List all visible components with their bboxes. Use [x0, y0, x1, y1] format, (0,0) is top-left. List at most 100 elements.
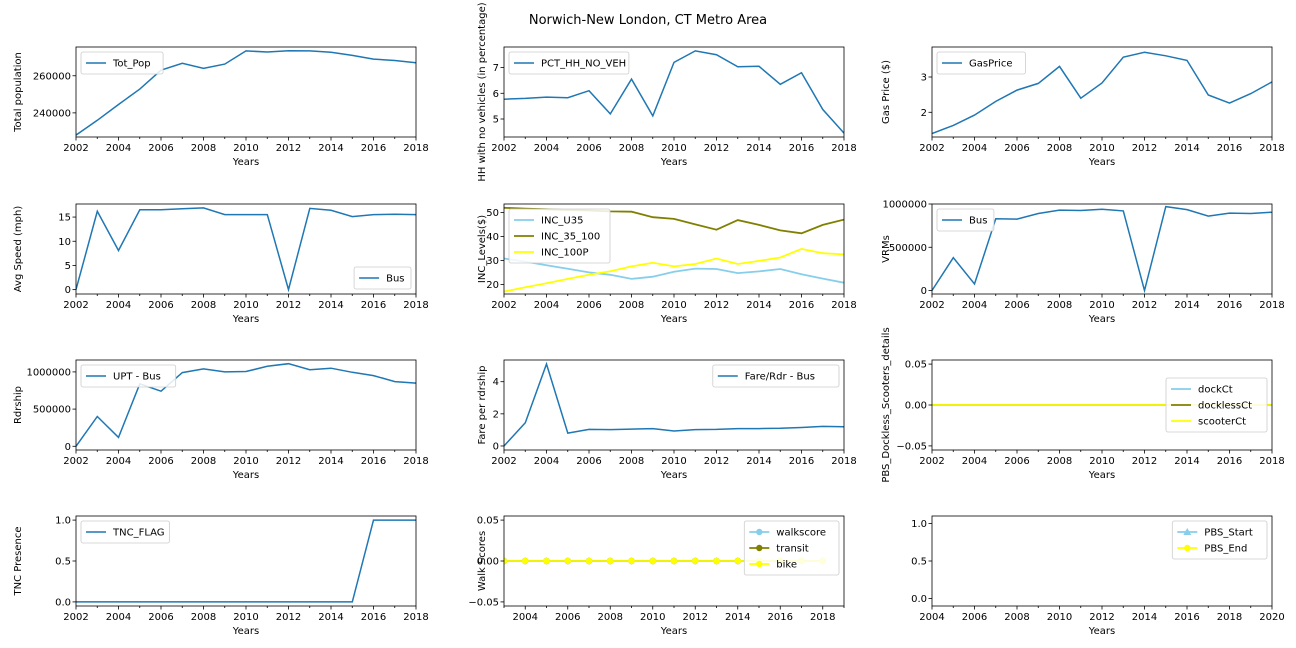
y-axis-label: HH with no vehicles (in percentage) — [477, 2, 488, 181]
axes-frame — [75, 515, 417, 607]
legend-entry: PBS_Start — [1204, 528, 1253, 539]
y-tick-label: 0.05 — [905, 360, 927, 371]
series-line-inc-u35 — [504, 257, 844, 284]
plot-area — [76, 49, 416, 136]
y-tick-label: 3 — [921, 73, 927, 84]
legend-entry: dockCt — [1198, 385, 1233, 396]
x-tick-label: 2004 — [962, 143, 987, 154]
x-tick-label: 2006 — [576, 143, 601, 154]
x-tick-label: 2014 — [318, 143, 343, 154]
x-tick-label: 2012 — [276, 456, 301, 467]
x-tick-label: 2014 — [318, 612, 343, 623]
x-tick-label: 2006 — [962, 612, 987, 623]
y-tick-label: 0.00 — [905, 401, 927, 412]
y-tick-label: 0.5 — [55, 557, 71, 568]
x-tick-label: 2010 — [1089, 143, 1114, 154]
x-tick-label: 2016 — [361, 300, 386, 311]
x-tick-label: 2004 — [106, 456, 131, 467]
x-axis-label: Years — [1088, 626, 1115, 637]
y-axis-label: INC_Levels($) — [477, 215, 488, 283]
legend: Tot_Pop — [80, 51, 164, 75]
x-tick-label: 2008 — [619, 143, 644, 154]
axes-frame — [503, 359, 845, 451]
data-point — [692, 557, 699, 565]
legend: dockCt docklessCt scooterCt — [1165, 377, 1268, 433]
x-tick-label: 2006 — [148, 612, 173, 623]
axes-frame — [931, 203, 1273, 295]
y-tick-label: 0 — [921, 286, 927, 297]
legend-entry: bike — [776, 560, 797, 571]
x-tick-label: 2014 — [725, 612, 750, 623]
subplot-4: 2002 2004 2006 2008 2010 2012 2014 2016 2018 0 5 10… — [13, 203, 429, 325]
data-point — [670, 557, 678, 565]
subplot-8: 2002 2004 2006 2008 2010 2012 2014 2016 2018 0 2 4 Y… — [477, 359, 857, 481]
y-tick-label: 0.5 — [911, 557, 927, 568]
data-point — [522, 557, 529, 565]
legend-entry: TNC_FLAG — [112, 528, 165, 539]
x-tick-label: 2006 — [1004, 143, 1029, 154]
legend-entry: Tot_Pop — [112, 59, 151, 70]
subplot-6: 2002 2004 2006 2008 2010 2012 2014 2016 2018 0 500… — [881, 200, 1285, 326]
x-tick-label: 2004 — [962, 456, 987, 467]
legend-entry: walkscore — [776, 528, 826, 539]
legend-entry: Fare/Rdr - Bus — [745, 372, 815, 383]
subplot-9: 2002 2004 2006 2008 2010 2012 2014 2016 2018 −0.0… — [881, 327, 1285, 482]
x-axis-label: Years — [1088, 314, 1115, 325]
x-tick-label: 2016 — [789, 143, 814, 154]
subplot-5: 2002 2004 2006 2008 2010 2012 2014 2016 2018 20 30… — [477, 203, 857, 325]
x-tick-label: 2004 — [919, 612, 944, 623]
x-tick-label: 2008 — [619, 300, 644, 311]
y-tick-label: 6 — [493, 89, 499, 100]
y-tick-label: 0.05 — [477, 516, 499, 527]
series-line-inc-100p — [504, 247, 844, 293]
x-tick-label: 2014 — [746, 300, 771, 311]
x-tick-label: 2010 — [1089, 300, 1114, 311]
legend: Bus — [936, 208, 995, 232]
x-tick-label: 2016 — [361, 143, 386, 154]
y-axis-label: Walk Scores — [477, 531, 488, 591]
x-tick-label: 2004 — [534, 300, 559, 311]
y-tick-label: 0 — [65, 442, 71, 453]
legend-box — [80, 520, 170, 544]
x-tick-label: 2012 — [276, 143, 301, 154]
x-tick-label: 2018 — [403, 300, 428, 311]
plot-area — [932, 205, 1272, 294]
legend: Bus — [353, 266, 412, 290]
x-axis-label: Years — [1088, 470, 1115, 481]
x-axis-label: Years — [232, 626, 259, 637]
x-tick-label: 2010 — [661, 143, 686, 154]
y-tick-label: 260000 — [33, 71, 71, 82]
data-point — [543, 557, 550, 565]
y-tick-label: 500000 — [33, 405, 71, 416]
y-tick-label: 4 — [493, 377, 499, 388]
x-tick-label: 2008 — [191, 300, 216, 311]
y-tick-label: 1.0 — [911, 519, 927, 530]
data-point — [713, 557, 720, 565]
y-tick-label: 10 — [58, 237, 71, 248]
x-tick-label: 2018 — [1259, 143, 1284, 154]
legend-entry: INC_35_100 — [541, 232, 600, 243]
data-point — [649, 557, 656, 565]
x-tick-label: 2006 — [1004, 456, 1029, 467]
x-tick-label: 2016 — [789, 456, 814, 467]
x-tick-label: 2014 — [318, 456, 343, 467]
legend: GasPrice — [936, 51, 1026, 75]
y-axis-label: Gas Price ($) — [881, 60, 892, 124]
x-tick-label: 2012 — [683, 612, 708, 623]
axes-frame — [503, 203, 845, 295]
x-tick-label: 2004 — [534, 456, 559, 467]
legend: PBS_Start PBS_End — [1171, 520, 1268, 560]
legend-box — [936, 208, 995, 232]
x-tick-label: 2010 — [233, 456, 258, 467]
y-tick-label: 240000 — [33, 108, 71, 119]
x-tick-label: 2018 — [831, 300, 856, 311]
x-tick-label: 2002 — [491, 300, 516, 311]
x-tick-label: 2012 — [276, 612, 301, 623]
legend-box — [1165, 377, 1268, 433]
x-tick-label: 2018 — [831, 456, 856, 467]
series-line-gasprice — [932, 51, 1272, 135]
x-tick-label: 2016 — [1174, 612, 1199, 623]
x-axis-label: Years — [232, 470, 259, 481]
y-tick-label: 20 — [486, 280, 499, 291]
